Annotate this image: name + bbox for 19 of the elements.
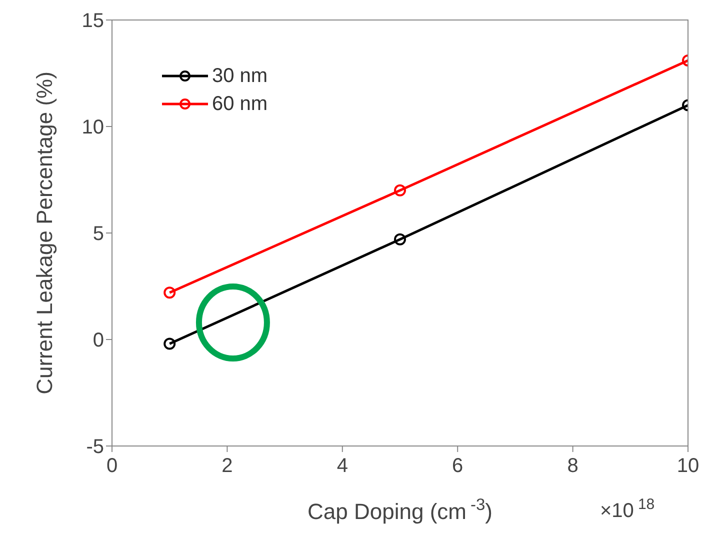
x-tick-label: 6 bbox=[452, 455, 464, 478]
y-tick-label: 5 bbox=[92, 223, 104, 246]
x-tick-label: 10 bbox=[676, 455, 700, 478]
x-tick-label: 8 bbox=[567, 455, 578, 478]
text: ×10$^{18}$ bbox=[600, 496, 655, 522]
x-tick-label: 4 bbox=[336, 455, 348, 478]
point bbox=[394, 233, 406, 246]
legend-label: 30 nm bbox=[212, 64, 268, 88]
x-axis-title: Cap Doping (cm$^{-3}$) bbox=[308, 496, 492, 524]
point bbox=[164, 338, 176, 350]
y-tick-label: 0 bbox=[92, 330, 104, 352]
point bbox=[164, 286, 176, 299]
y-tick-label: -5 bbox=[86, 436, 104, 458]
y-tick-label: 15 bbox=[82, 10, 104, 32]
point bbox=[394, 184, 406, 196]
legend-label: 60 nm bbox=[212, 92, 268, 116]
y-tick-label: 10 bbox=[82, 116, 104, 139]
x-tick-label: 2 bbox=[222, 455, 233, 478]
y-axis-title: Current Leakage Percentage (%) bbox=[32, 72, 57, 394]
